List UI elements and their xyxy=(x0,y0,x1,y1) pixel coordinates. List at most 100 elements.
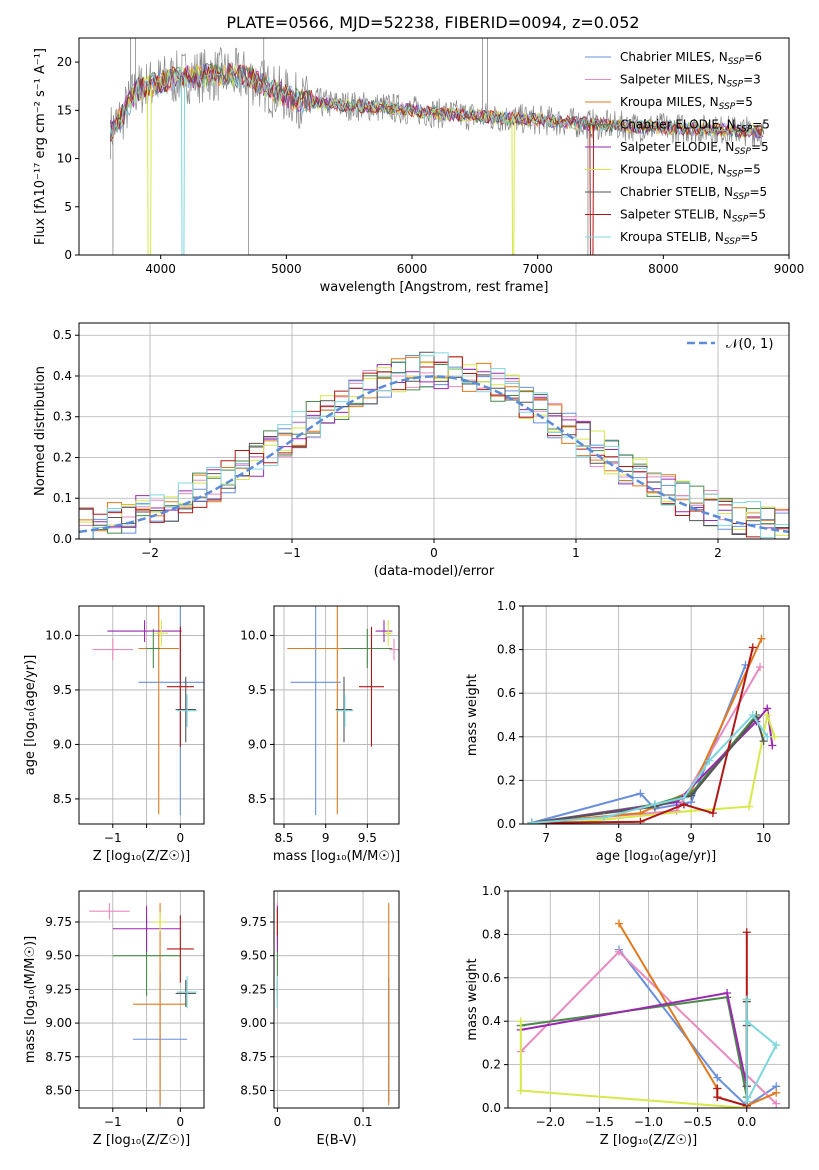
x-axis-label: Z [log₁₀(Z/Z☉)] xyxy=(93,849,190,864)
errorbar-point xyxy=(290,606,341,816)
y-tick-label: 0.2 xyxy=(482,1058,501,1072)
y-tick-label: 9.25 xyxy=(240,982,267,996)
series-marker xyxy=(650,800,659,809)
x-axis-label: wavelength [Angstrom, rest frame] xyxy=(320,280,549,295)
legend-subscript: SSP xyxy=(724,237,741,247)
y-tick-label: 10.0 xyxy=(45,628,72,642)
series-marker xyxy=(705,756,714,765)
y-axis-label: mass weight xyxy=(465,958,480,1040)
y-tick-label: 9.5 xyxy=(248,683,267,697)
series-marker xyxy=(687,791,696,800)
errorbar-point xyxy=(166,915,194,983)
y-tick-label: 15 xyxy=(57,103,72,117)
errorbar-point xyxy=(176,694,198,727)
y-axis-label: mass [log₁₀(M/M☉)] xyxy=(23,936,38,1063)
y-tick-label: 0.4 xyxy=(482,1014,501,1028)
x-tick-label: 1 xyxy=(572,546,580,560)
y-tick-label: 0.4 xyxy=(497,730,516,744)
series-marker xyxy=(742,1097,751,1106)
errorbar-point xyxy=(375,620,393,642)
normal-curve xyxy=(79,375,789,534)
series-marker xyxy=(708,809,717,818)
x-tick-label: 0 xyxy=(430,546,438,560)
errorbar-point xyxy=(359,626,384,747)
y-tick-label: 0.3 xyxy=(53,410,72,424)
errorbar-point xyxy=(335,676,353,743)
axes-frame xyxy=(78,890,205,1109)
y-tick-label: 8.5 xyxy=(53,792,72,806)
errorbar-point xyxy=(175,676,196,743)
series-line xyxy=(618,948,777,1108)
legend-subscript: SSP xyxy=(727,80,744,90)
series-marker xyxy=(756,663,765,672)
panel-residuals: −2 −1 0 1 2 0.0 0.1 0.2 0.3 0.4 0.5 (data-model)/er… xyxy=(33,322,790,579)
plot-area xyxy=(79,351,789,539)
panel-weight-age: 7 8 9 10 0.0 0.2 0.4 0.6 0.8 1.0 age [log₁₀(age/yr… xyxy=(465,599,790,864)
y-tick-label: 10 xyxy=(57,152,72,166)
x-tick-label: 9 xyxy=(322,831,330,845)
model-line xyxy=(110,62,765,142)
y-tick-label: 9.00 xyxy=(45,1016,72,1030)
x-tick-label: 10 xyxy=(756,831,771,845)
series-marker xyxy=(527,818,536,824)
series-marker xyxy=(748,643,757,652)
model-dip xyxy=(180,76,186,255)
y-tick-label: 0.8 xyxy=(482,927,501,941)
series-marker xyxy=(713,1084,722,1093)
spectrum-data-line xyxy=(110,47,764,160)
axes: 7 8 9 10 0.0 0.2 0.4 0.6 0.8 1.0 age [log₁₀(age/yr… xyxy=(465,599,790,864)
series-marker xyxy=(742,995,751,1004)
legend-subscript: SSP xyxy=(733,192,750,202)
x-tick-label: 8.5 xyxy=(274,831,293,845)
errorbar-point xyxy=(154,620,169,647)
panel-age-z: −1 0 8.5 9.0 9.5 10.0 Z [log₁₀(Z/Z☉)] age [log₁… xyxy=(23,605,205,864)
errorbar-point xyxy=(384,620,393,647)
errorbar-point xyxy=(112,905,181,952)
y-tick-label: 8.75 xyxy=(240,1050,267,1064)
x-tick-label: 0 xyxy=(177,831,185,845)
x-tick-label: −1 xyxy=(104,831,122,845)
series-marker xyxy=(742,928,751,937)
axes-frame xyxy=(273,605,400,825)
plot-area xyxy=(276,903,390,1106)
series-line xyxy=(745,999,778,1102)
x-axis-label: E(B-V) xyxy=(316,1133,356,1148)
x-tick-label: 6000 xyxy=(397,262,428,276)
legend-count: =5 xyxy=(751,140,769,154)
series-marker xyxy=(687,806,696,815)
errorbar-point xyxy=(107,620,182,642)
series-marker xyxy=(763,732,772,741)
y-tick-label: 0.6 xyxy=(482,971,501,985)
x-axis-label: Z [log₁₀(Z/Z☉)] xyxy=(600,1133,697,1148)
y-tick-label: 9.25 xyxy=(45,982,72,996)
y-tick-label: 0.4 xyxy=(53,369,72,383)
errorbar-point xyxy=(389,638,399,661)
axes: 8.5 9 9.5 8.5 9.0 9.5 10.0 mass [log₁₀(M/M☉)] xyxy=(240,605,400,864)
y-tick-label: 0.1 xyxy=(53,491,72,505)
series-marker xyxy=(600,813,609,822)
y-axis-label: age [log₁₀(age/yr)] xyxy=(23,655,38,776)
x-axis-label: (data-model)/error xyxy=(374,564,495,579)
y-axis-label: Flux [fλ10⁻¹⁷ erg cm⁻² s⁻¹ A⁻¹] xyxy=(33,48,48,245)
legend-count: =5 xyxy=(735,95,753,109)
errorbar-point xyxy=(133,903,188,1106)
legend-label: Kroupa ELODIE, NSSP=5 xyxy=(620,163,761,180)
plot-area xyxy=(110,38,765,255)
axes: −1 0 8.5 9.0 9.5 10.0 Z [log₁₀(Z/Z☉)] age [log₁… xyxy=(23,605,205,864)
axes: −1 0 8.50 8.75 9.00 9.25 9.50 9.75 Z [log₁₀(Z/Z☉… xyxy=(23,890,205,1148)
series-marker xyxy=(713,1073,722,1082)
x-axis-label: age [log₁₀(age/yr)] xyxy=(596,849,717,864)
x-tick-label: 0.1 xyxy=(353,1115,372,1129)
x-tick-label: 2 xyxy=(714,546,722,560)
x-tick-label: −1 xyxy=(104,1115,122,1129)
x-axis-label: Z [log₁₀(Z/Z☉)] xyxy=(93,1133,190,1148)
axes-frame xyxy=(78,37,790,256)
x-axis-label: mass [log₁₀(M/M☉)] xyxy=(273,849,400,864)
series-marker xyxy=(768,741,777,750)
series-marker xyxy=(745,802,754,811)
series-marker xyxy=(772,1088,781,1097)
x-tick-label: 5000 xyxy=(271,262,302,276)
y-tick-label: 0.6 xyxy=(497,686,516,700)
